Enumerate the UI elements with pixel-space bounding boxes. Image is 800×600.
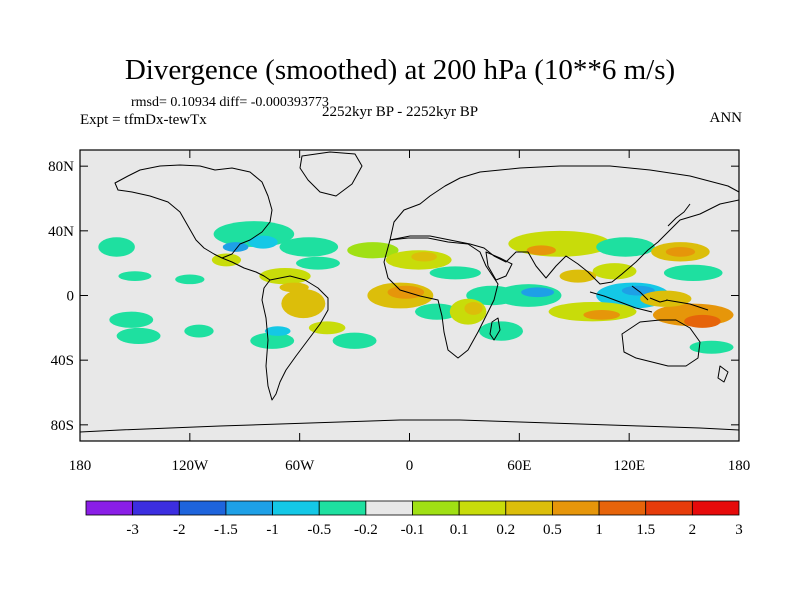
anomaly-patch [279, 237, 339, 257]
lat-tick-label: 40N [48, 224, 74, 240]
colorbar-swatch [691, 500, 740, 516]
coastline-japan [667, 203, 691, 227]
lon-tick-label: 0 [406, 458, 414, 474]
anomaly-patch [411, 251, 437, 262]
colorbar-label: 0.1 [450, 522, 469, 538]
anomaly-patch [583, 310, 621, 320]
coastline-eurasia [389, 165, 739, 285]
anomaly-patch [559, 269, 597, 283]
colorbar-swatch [458, 500, 507, 516]
lat-tick-label: 80N [48, 159, 74, 175]
anomaly-patch [184, 324, 214, 338]
lat-tick-label: 40S [51, 353, 74, 369]
anomaly-patch [464, 301, 483, 315]
experiment-label: Expt = tfmDx-tewTx [80, 112, 207, 128]
anomaly-patch [281, 289, 326, 319]
colorbar-label: 0.2 [496, 522, 515, 538]
anomaly-patch [296, 256, 340, 270]
anomaly-patch [689, 340, 734, 354]
colorbar-swatch [85, 500, 134, 516]
colorbar-label: 1 [595, 522, 603, 538]
anomaly-patch [118, 271, 152, 281]
colorbar-swatch [225, 500, 273, 516]
rmsd-diff-stats: rmsd= 0.10934 diff= -0.000393773 [131, 95, 329, 110]
anomaly-patch [222, 242, 249, 252]
colorbar-swatch [552, 500, 600, 516]
plot-title: Divergence (smoothed) at 200 hPa (10**6 … [124, 54, 676, 86]
anomaly-patch [332, 332, 377, 349]
coastline-australia [621, 319, 701, 367]
lon-tick-label: 60E [507, 458, 531, 474]
coastline-layer [80, 151, 739, 433]
anomaly-patch [663, 264, 723, 281]
lon-tick-label: 180 [69, 458, 92, 474]
colorbar-label: -0.2 [354, 522, 378, 538]
lon-tick-label: 120E [613, 458, 645, 474]
coastline-central-america [221, 257, 271, 281]
anomaly-patch [264, 326, 291, 336]
coastline-arabia [485, 251, 513, 281]
colorbar-label: -0.1 [401, 522, 425, 538]
coastline-greenland [299, 151, 363, 197]
colorbar-swatch [645, 500, 693, 516]
anomaly-patch [508, 230, 611, 257]
coastline-new-zealand [717, 365, 729, 383]
map-axes: 80N 40N 0 40S 80S 180 120W 60W 0 60E 120E 180 [48, 150, 750, 474]
season-label: ANN [709, 110, 743, 126]
anomaly-patch [250, 332, 295, 349]
coastline-south-america [261, 275, 329, 401]
colorbar-swatch [598, 500, 647, 516]
coastline-antarctica [80, 419, 739, 433]
anomaly-patch [526, 245, 556, 256]
colorbar: -3 -2 -1.5 -1 -0.5 -0.2 -0.1 0.1 0.2 0.5 1 1.5 2 3 [85, 500, 743, 538]
colorbar-swatch [318, 500, 367, 516]
coastline-madagascar [489, 317, 501, 341]
lat-tick-label: 80S [51, 418, 74, 434]
colorbar-swatch [272, 500, 320, 516]
colorbar-label: -0.5 [307, 522, 331, 538]
colorbar-label: -1.5 [214, 522, 238, 538]
colorbar-swatch [365, 500, 413, 516]
colorbar-swatch [178, 500, 227, 516]
anomaly-patch [479, 321, 523, 341]
lon-tick-label: 180 [728, 458, 751, 474]
anomaly-patch [175, 274, 205, 285]
anomaly-patch [259, 268, 311, 285]
coastline-north-america [114, 164, 273, 259]
anomaly-patch [429, 266, 481, 280]
divergence-anomaly-layer [98, 221, 734, 354]
colorbar-swatch [132, 500, 180, 516]
anomaly-patch [592, 263, 637, 280]
colorbar-label: 3 [735, 522, 743, 538]
colorbar-label: -3 [126, 522, 139, 538]
anomaly-patch [414, 303, 459, 320]
anomaly-patch [684, 314, 721, 328]
anomaly-patch [248, 235, 278, 249]
coastline-indonesia [589, 285, 709, 313]
colorbar-swatch [412, 500, 460, 516]
anomaly-patch [640, 290, 692, 307]
lon-tick-label: 60W [285, 458, 315, 474]
anomaly-patch [665, 247, 696, 257]
colorbar-label: 1.5 [636, 522, 655, 538]
colorbar-swatch [505, 500, 553, 516]
coastline-africa [383, 237, 499, 359]
colorbar-label: 2 [689, 522, 697, 538]
colorbar-label: -2 [173, 522, 186, 538]
time-period-label: 2252kyr BP - 2252kyr BP [322, 104, 479, 120]
anomaly-patch [98, 237, 135, 257]
anomaly-patch [109, 311, 154, 328]
colorbar-label: 0.5 [543, 522, 562, 538]
lat-tick-label: 0 [67, 289, 75, 305]
colorbar-label: -1 [266, 522, 279, 538]
anomaly-patch [308, 321, 346, 335]
anomaly-patch [596, 237, 655, 257]
anomaly-patch [116, 327, 161, 344]
lon-tick-label: 120W [171, 458, 209, 474]
anomaly-patch [521, 287, 555, 298]
